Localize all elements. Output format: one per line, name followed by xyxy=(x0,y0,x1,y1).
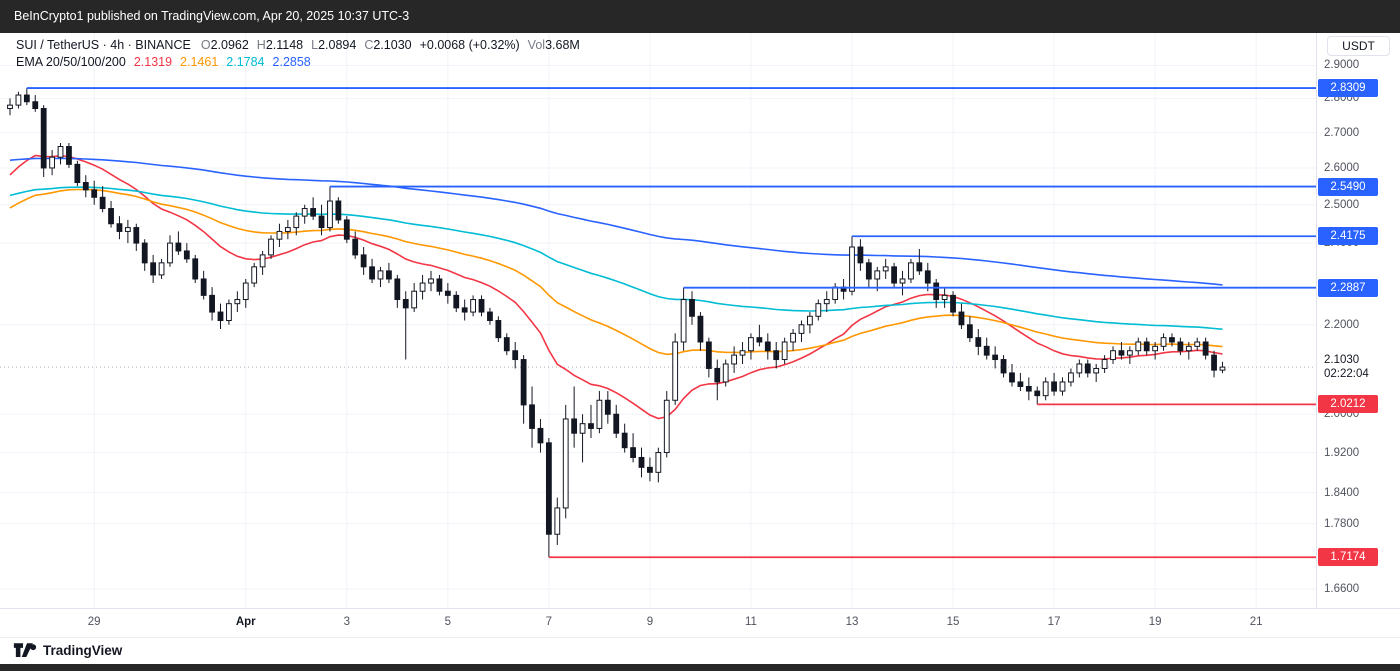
volume-value: 3.68M xyxy=(545,38,580,52)
ema-100-line xyxy=(9,186,1223,330)
price-tick-label: 2.6000 xyxy=(1324,161,1360,174)
ema-200-line xyxy=(9,157,1223,286)
time-tick-label: 17 xyxy=(1047,616,1061,628)
price-level-badge: 2.0212 xyxy=(1318,395,1378,414)
price-tick-label: 1.7800 xyxy=(1324,517,1360,530)
ema-value: 2.1461 xyxy=(180,55,219,69)
time-tick-label: 19 xyxy=(1148,616,1162,628)
price-tick-label: 2.5000 xyxy=(1324,198,1360,211)
time-tick-label: 21 xyxy=(1249,616,1263,628)
time-tick-label: 11 xyxy=(744,616,757,628)
current-price-value: 2.1030 xyxy=(1324,354,1360,367)
high-label: H xyxy=(256,38,266,52)
attribution-footer: TradingView xyxy=(0,637,1400,664)
ema-indicator-label[interactable]: EMA 20/50/100/200 xyxy=(16,55,126,69)
ema-values: 2.1319 2.1461 2.1784 2.2858 xyxy=(126,55,311,69)
price-tick-label: 1.6600 xyxy=(1324,583,1360,596)
ema-50-line xyxy=(9,188,1223,356)
price-level-badge: 2.2887 xyxy=(1318,278,1378,297)
open-value: 2.0962 xyxy=(210,38,249,52)
grid-lines xyxy=(0,33,1316,608)
current-price-label: 2.1030 02:22:04 xyxy=(1317,353,1387,382)
high-value: 2.1148 xyxy=(265,38,304,52)
price-axis[interactable]: USDT 2.90002.80002.70002.60002.50002.400… xyxy=(1316,33,1400,608)
price-level-badge: 1.7174 xyxy=(1318,548,1378,567)
price-tick-label: 2.7000 xyxy=(1324,126,1360,139)
time-axis[interactable]: 29 Apr 3 5 7 9 11 13 15 17 19 21 xyxy=(0,608,1400,637)
price-level-badge: 2.4175 xyxy=(1318,227,1378,246)
ema-row: EMA 20/50/100/200 2.1319 2.1461 2.1784 2.285… xyxy=(16,54,580,71)
time-tick-label: 29 xyxy=(87,616,101,628)
change-value: +0.0068 (+0.32%) xyxy=(419,38,520,52)
close-value: 2.1030 xyxy=(373,38,412,52)
price-tick-label: 2.9000 xyxy=(1324,59,1360,72)
bar-countdown: 02:22:04 xyxy=(1324,368,1369,381)
price-tick-label: 2.2000 xyxy=(1324,318,1360,331)
low-label: L xyxy=(311,38,319,52)
publish-text: BeInCrypto1 published on TradingView.com… xyxy=(14,9,410,23)
ema-20-line xyxy=(9,154,1223,420)
publish-header: BeInCrypto1 published on TradingView.com… xyxy=(0,0,1400,33)
ema-value: 2.1784 xyxy=(226,55,265,69)
level-lines[interactable] xyxy=(26,87,1316,559)
price-tick-label: 1.8400 xyxy=(1324,486,1360,499)
time-tick-label: 15 xyxy=(946,616,960,628)
currency-toggle[interactable]: USDT xyxy=(1327,36,1390,56)
price-level-badge: 2.5490 xyxy=(1318,177,1378,196)
time-tick-label: 5 xyxy=(444,616,452,628)
time-tick-label: 3 xyxy=(343,616,350,628)
tradingview-logo-icon xyxy=(13,643,37,658)
tradingview-logo[interactable]: TradingView xyxy=(13,642,122,659)
open-label: O xyxy=(200,38,211,52)
bottom-strip xyxy=(0,664,1400,671)
ema-lines xyxy=(9,154,1223,420)
symbol-title[interactable]: SUI / TetherUS · 4h · BINANCE xyxy=(16,38,191,52)
time-tick-label: 9 xyxy=(646,616,654,628)
volume-label: Vol xyxy=(527,38,546,52)
price-tick-label: 1.9200 xyxy=(1324,446,1360,459)
time-tick-label: 7 xyxy=(545,616,553,628)
close-label: C xyxy=(364,38,374,52)
time-tick-label: 13 xyxy=(845,616,859,628)
chart-canvas[interactable] xyxy=(0,33,1316,608)
brand-name: TradingView xyxy=(43,643,123,658)
symbol-row: SUI / TetherUS · 4h · BINANCE O2.0962 H2.1… xyxy=(16,37,580,54)
time-tick-label: Apr xyxy=(235,616,256,628)
chart-legend: SUI / TetherUS · 4h · BINANCE O2.0962 H2.1… xyxy=(16,37,580,71)
candles xyxy=(7,88,1226,558)
low-value: 2.0894 xyxy=(318,38,357,52)
ema-value: 2.2858 xyxy=(272,55,311,69)
ema-value: 2.1319 xyxy=(133,55,173,69)
price-level-badge: 2.8309 xyxy=(1318,79,1378,98)
